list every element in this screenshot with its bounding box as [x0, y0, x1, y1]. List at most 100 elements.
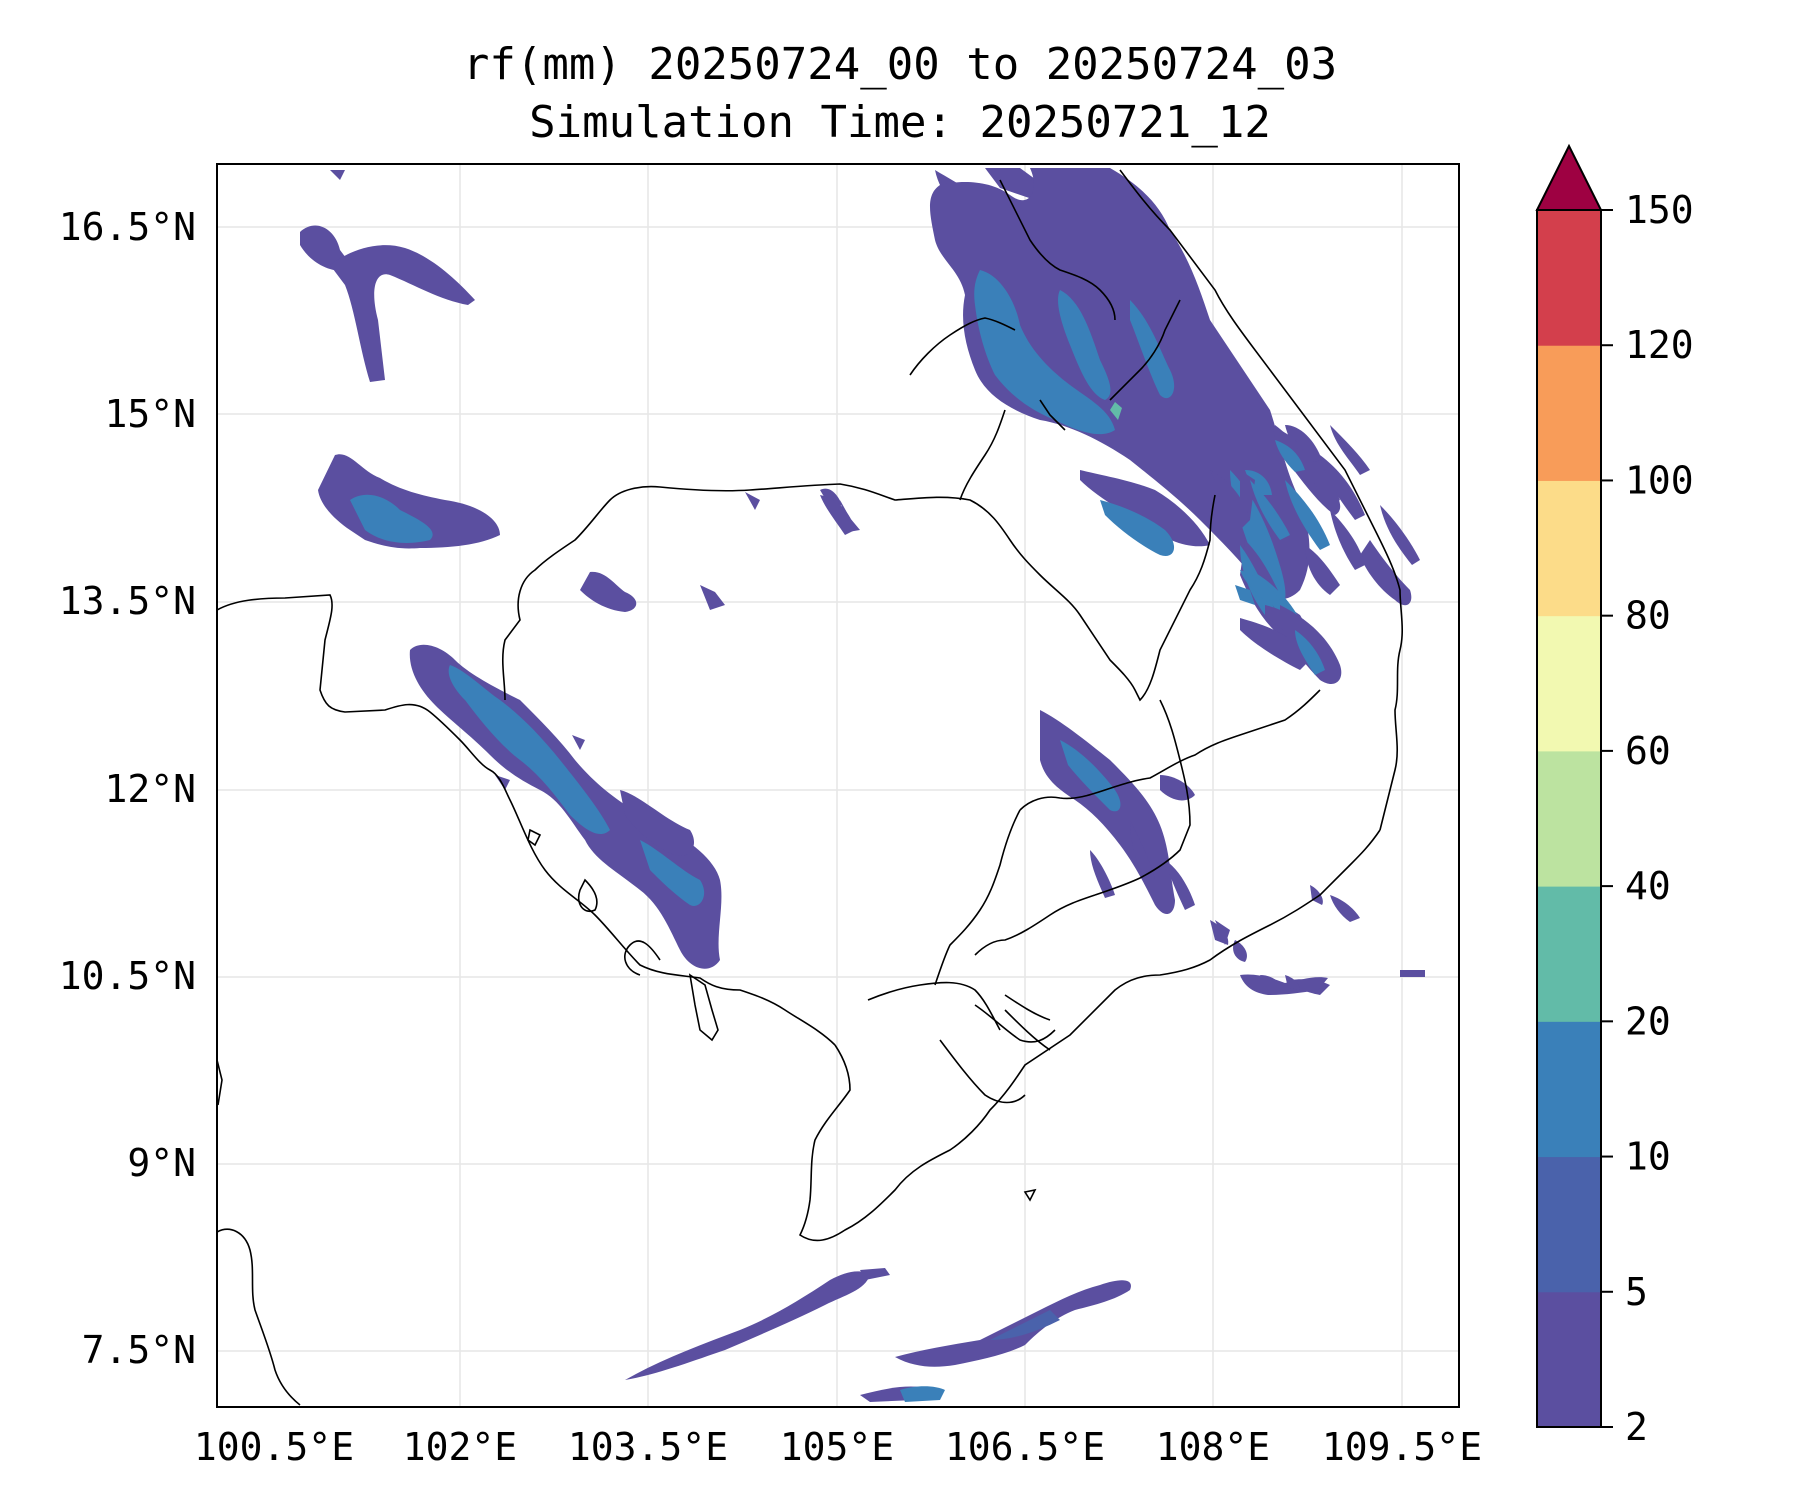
rain-area — [448, 665, 610, 835]
colorbar-segment — [1537, 1156, 1601, 1293]
border — [959, 409, 1006, 501]
colorbar: 2 5 10 20 40 60 80 100 120 150 — [1535, 143, 1694, 1449]
coastline — [217, 1228, 301, 1406]
border — [1094, 699, 1191, 896]
rain-area — [1285, 425, 1322, 462]
rain-area — [1240, 570, 1280, 605]
rain-area — [330, 170, 345, 180]
island — [527, 828, 542, 847]
coastline — [1004, 994, 1051, 1021]
map-background — [217, 164, 1459, 1407]
border — [934, 809, 1021, 986]
rain-area — [1240, 618, 1310, 670]
rain-area — [1110, 402, 1122, 420]
rain-area — [625, 1271, 870, 1380]
coastline — [974, 1004, 1056, 1043]
rain-area — [700, 585, 725, 610]
border — [974, 894, 1096, 956]
coastlines-borders — [217, 169, 1403, 1406]
colorbar-segment — [1537, 480, 1601, 617]
rain-area — [350, 494, 433, 543]
lon-tick-label: 109.5°E — [1322, 1425, 1482, 1469]
colorbar-tick-label: 10 — [1625, 1135, 1671, 1179]
coastline — [1119, 169, 1403, 831]
rain-area — [1295, 630, 1325, 675]
coastline — [939, 1039, 1026, 1104]
colorbar-segment — [1537, 886, 1601, 1022]
coastline — [1004, 1009, 1051, 1051]
lon-tick-label: 103.5°E — [568, 1425, 728, 1469]
border — [999, 179, 1116, 321]
rain-area — [895, 1280, 1131, 1367]
coastline — [217, 594, 836, 1046]
rain-area — [1240, 974, 1328, 995]
island — [1023, 1188, 1037, 1202]
lat-tick-label: 10.5°N — [59, 954, 196, 998]
rain-area — [1058, 290, 1111, 400]
coastline — [624, 940, 661, 976]
colorbar-tick-label: 20 — [1625, 999, 1671, 1043]
rain-area — [1380, 505, 1420, 565]
rain-area — [1060, 740, 1121, 812]
border — [1109, 299, 1181, 401]
colorbar-tick-label: 150 — [1625, 188, 1694, 232]
rain-area — [1160, 775, 1195, 801]
lat-tick-label: 16.5°N — [59, 205, 196, 249]
rain-area — [1090, 850, 1115, 898]
colorbar-segment — [1537, 210, 1601, 346]
rainfall-contours — [300, 168, 1425, 1402]
rain-area — [820, 495, 855, 535]
rain-area — [745, 492, 760, 510]
lat-tick-label: 13.5°N — [59, 579, 196, 623]
rain-area — [1080, 470, 1210, 547]
rain-area — [1215, 920, 1230, 945]
lat-tick-labels: 16.5°N 15°N 13.5°N 12°N 10.5°N 9°N 7.5°N — [59, 205, 196, 1372]
colorbar-segment — [1537, 615, 1601, 752]
lon-tick-label: 102°E — [403, 1425, 517, 1469]
rain-area — [1100, 500, 1175, 556]
map-gridlines — [217, 164, 1459, 1407]
colorbar-extend-arrow — [1535, 143, 1603, 211]
rain-area — [1320, 455, 1365, 520]
island — [688, 973, 719, 1042]
colorbar-tick-label: 120 — [1625, 323, 1694, 367]
rain-area — [1285, 975, 1300, 990]
rain-area — [572, 735, 585, 750]
rain-area — [620, 790, 695, 856]
rain-area — [860, 1268, 890, 1280]
rain-area — [1250, 480, 1290, 540]
colorbar-tick-label: 40 — [1625, 864, 1671, 908]
lat-tick-label: 12°N — [104, 767, 196, 811]
lon-tick-label: 100.5°E — [194, 1425, 354, 1469]
colorbar-tick-label: 5 — [1625, 1270, 1648, 1314]
map-subtitle: Simulation Time: 20250721_12 — [529, 97, 1271, 148]
colorbar-segment — [1537, 750, 1601, 887]
rain-area — [330, 245, 475, 382]
rain-area — [1233, 940, 1247, 962]
rain-area — [840, 500, 860, 532]
border — [909, 317, 1016, 376]
colorbar-segment — [1537, 1021, 1601, 1158]
coastline — [577, 878, 598, 912]
colorbar-segment — [1537, 1291, 1601, 1428]
rain-area — [1330, 510, 1365, 570]
rain-area — [974, 270, 1115, 435]
rain-area — [1360, 540, 1412, 606]
rain-area — [640, 840, 705, 906]
rain-area — [900, 1386, 945, 1402]
rain-area — [1210, 470, 1250, 525]
lat-tick-label: 7.5°N — [82, 1328, 196, 1372]
colorbar-outline — [1536, 209, 1602, 1428]
coastline — [217, 1059, 223, 1106]
lon-tick-labels: 100.5°E 102°E 103.5°E 105°E 106.5°E 108°… — [194, 1425, 1482, 1469]
border — [1019, 689, 1321, 811]
colorbar-tick-label: 2 — [1625, 1405, 1648, 1449]
rain-area — [1245, 470, 1272, 495]
coastline — [798, 829, 1381, 1242]
rain-area — [1400, 970, 1425, 977]
colorbar-tick-label: 80 — [1625, 594, 1671, 638]
rain-area — [1295, 440, 1340, 505]
rain-area — [1235, 585, 1255, 605]
colorbar-tick-label: 100 — [1625, 458, 1694, 502]
